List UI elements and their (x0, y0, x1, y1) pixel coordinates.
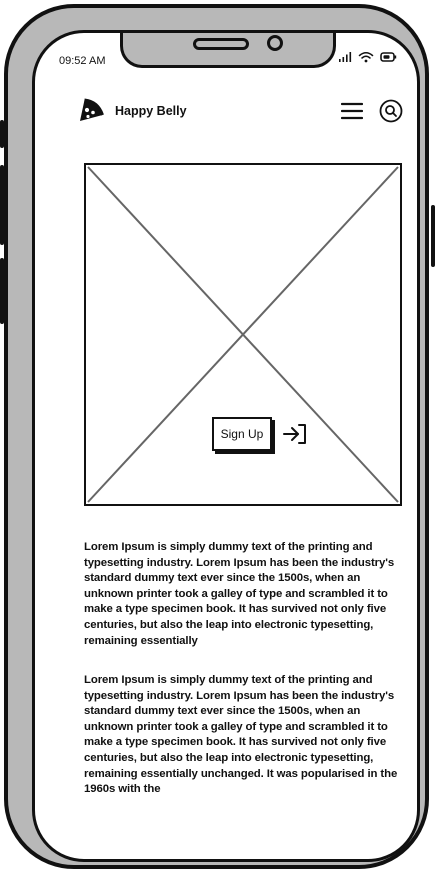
status-time: 09:52 AM (59, 55, 106, 67)
power-button (431, 205, 435, 267)
phone-screen: 09:52 AM (32, 30, 420, 862)
battery-icon (380, 52, 397, 62)
phone-notch (120, 33, 336, 68)
status-icons (338, 51, 397, 63)
body-paragraph-2: Lorem Ipsum is simply dummy text of the … (84, 674, 398, 796)
wifi-icon (358, 52, 374, 63)
mute-switch (0, 120, 4, 148)
pizza-slice-icon (80, 98, 104, 121)
image-placeholder-cross (87, 166, 399, 503)
login-arrow-icon[interactable] (283, 423, 309, 445)
speaker-grille (193, 38, 249, 50)
search-icon (379, 99, 403, 123)
volume-up-button (0, 165, 4, 245)
brand[interactable]: Happy Belly (78, 98, 187, 123)
hamburger-menu-icon (340, 102, 364, 120)
menu-button[interactable] (340, 102, 364, 125)
volume-down-button (0, 258, 4, 324)
brand-name: Happy Belly (115, 103, 187, 118)
phone-frame: 09:52 AM (4, 4, 429, 869)
sign-up-button[interactable]: Sign Up (212, 417, 272, 451)
signal-icon (339, 52, 352, 62)
front-camera (267, 35, 283, 51)
body-paragraph-1: Lorem Ipsum is simply dummy text of the … (84, 541, 395, 647)
hero-image-placeholder: Sign Up (84, 163, 402, 506)
search-button[interactable] (379, 99, 403, 128)
